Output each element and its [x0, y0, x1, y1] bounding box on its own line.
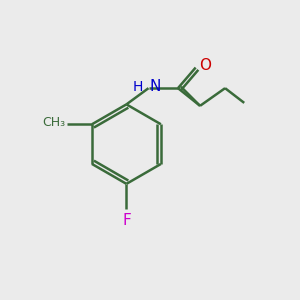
Text: F: F	[122, 213, 131, 228]
Text: CH₃: CH₃	[42, 116, 65, 129]
Text: H: H	[133, 80, 143, 94]
Text: N: N	[149, 79, 160, 94]
Text: O: O	[199, 58, 211, 73]
